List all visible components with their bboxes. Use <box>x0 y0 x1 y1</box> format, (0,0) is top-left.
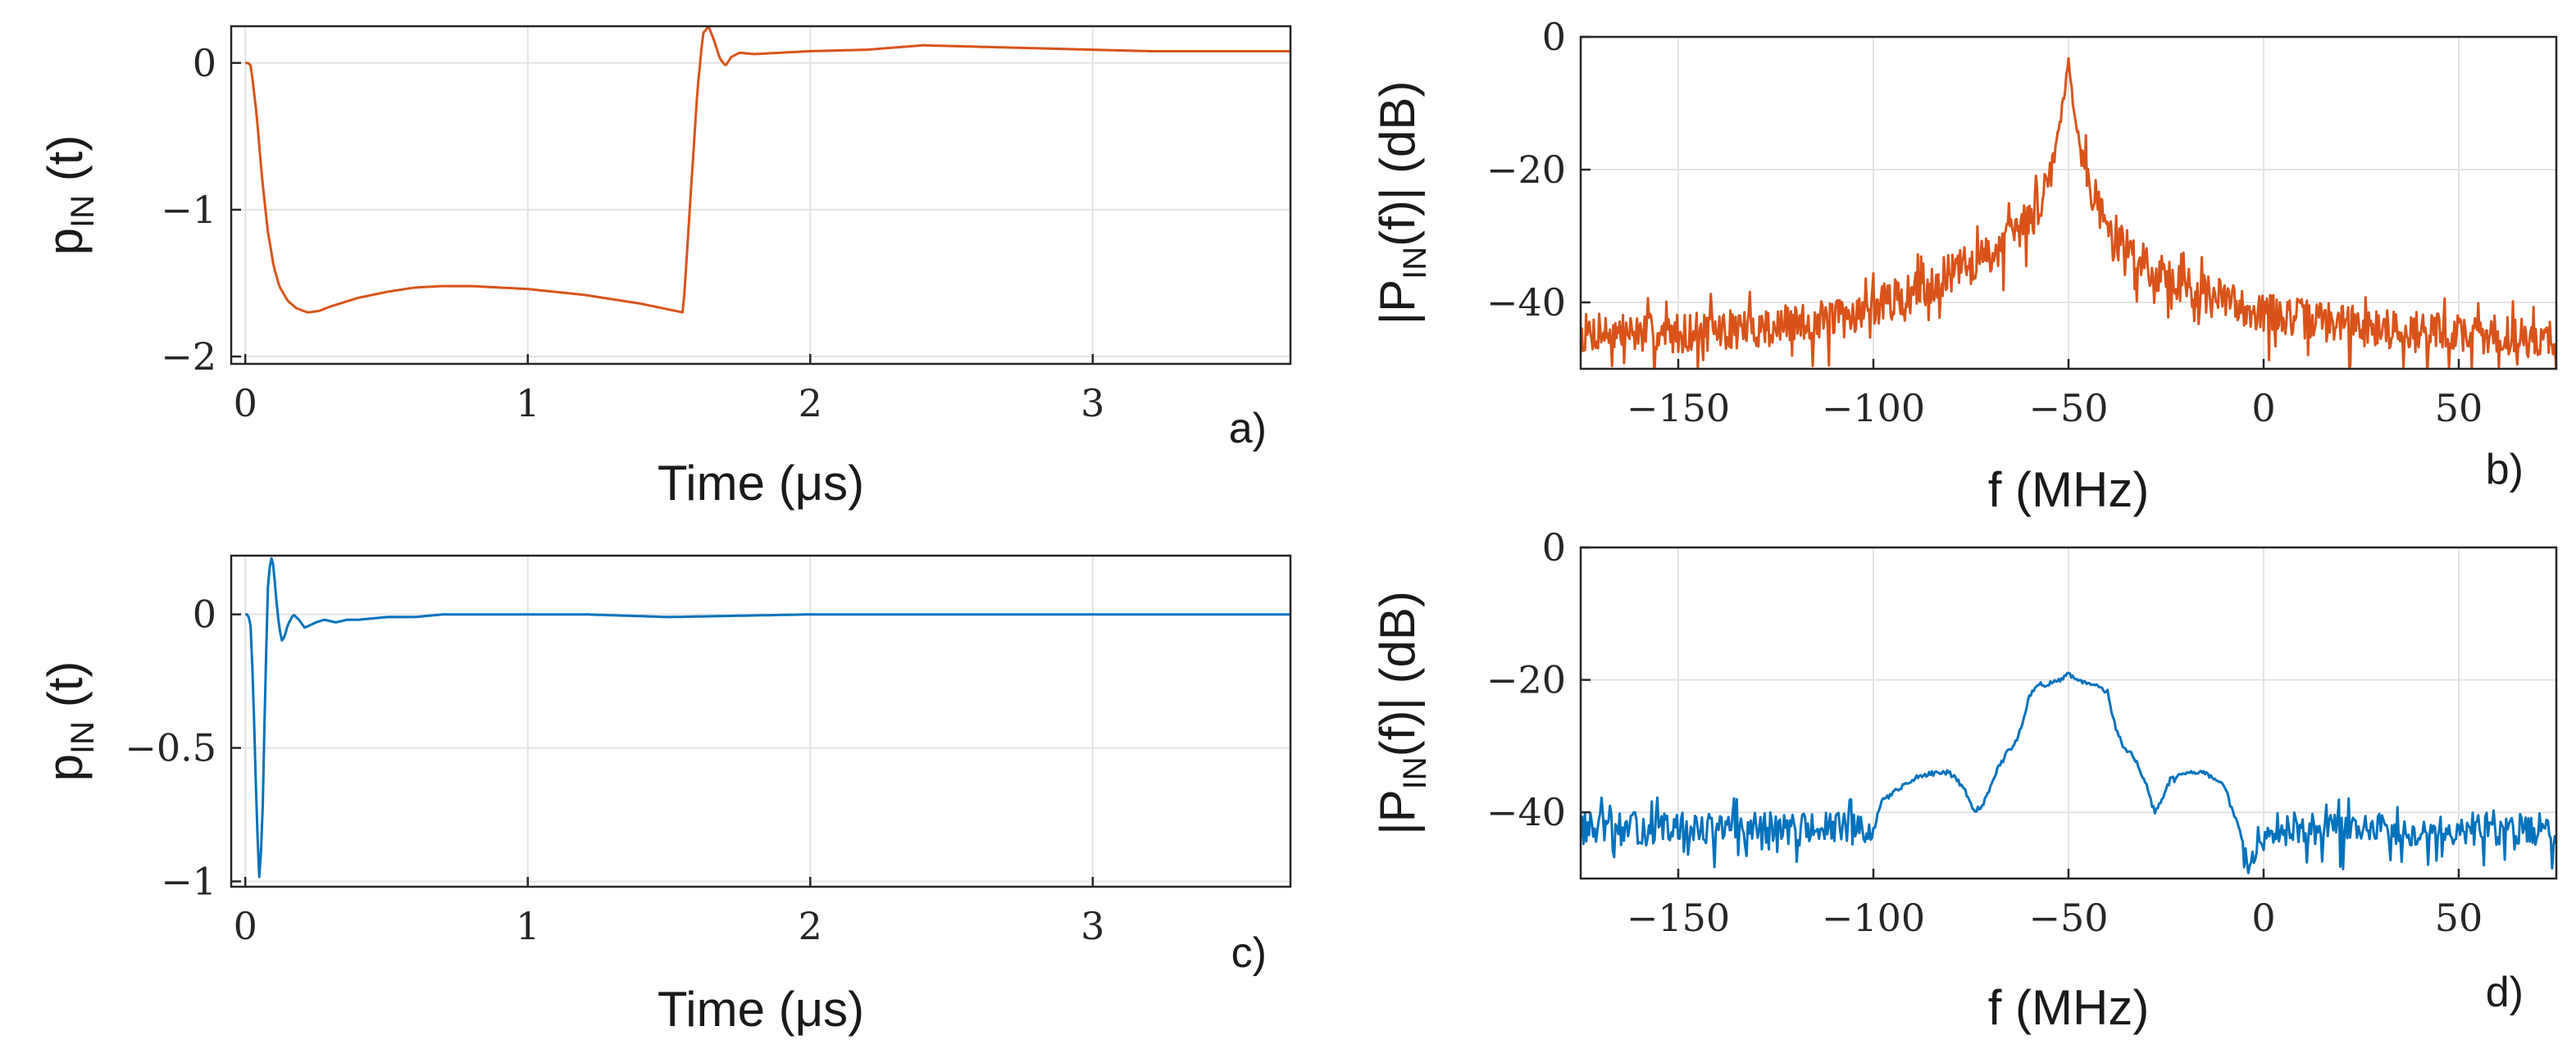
y-tick-label: 0 <box>193 593 216 637</box>
panel-label: b) <box>2486 446 2524 493</box>
x-tick-label: −100 <box>1822 386 1925 430</box>
y-tick-label: 0 <box>193 41 216 85</box>
panel-c: 0 1 2 3 0 −0.5 −1 Time (μs) pIN (t) c) <box>38 554 1292 1037</box>
x-tick-label: 1 <box>516 904 539 948</box>
x-axis-label: f (MHz) <box>1988 462 2150 517</box>
y-tick-label: −1 <box>161 188 216 232</box>
panel-b: −150 −100 −50 0 50 0 −20 −40 f (MHz) |PIN(f)| (dB… <box>1370 15 2558 517</box>
axes-box <box>230 25 1292 366</box>
x-tick-label: 50 <box>2435 386 2483 430</box>
panel-label: c) <box>1231 929 1267 977</box>
x-tick-label: 1 <box>516 381 539 425</box>
x-tick-label: −150 <box>1627 386 1730 430</box>
x-tick-label: 3 <box>1081 904 1104 948</box>
panel-d: −150 −100 −50 0 50 0 −20 −40 f (MHz) |PIN(f)| (dB… <box>1370 525 2558 1035</box>
y-tick-label: −40 <box>1486 790 1566 834</box>
x-tick-label: 0 <box>234 904 257 948</box>
series-line-d <box>1581 671 2556 874</box>
x-tick-label: 3 <box>1081 381 1104 425</box>
x-axis-label: f (MHz) <box>1988 980 2150 1035</box>
panel-label: d) <box>2486 969 2524 1016</box>
x-axis-label: Time (μs) <box>658 982 864 1037</box>
x-tick-label: 0 <box>2251 386 2275 430</box>
x-tick-label: −50 <box>2028 896 2108 940</box>
y-axis-label: |PIN(f)| (dB) <box>1370 591 1433 835</box>
x-tick-label: 0 <box>2251 896 2275 940</box>
x-axis-label: Time (μs) <box>658 456 864 511</box>
y-tick-label: −40 <box>1486 280 1566 325</box>
y-tick-label: −2 <box>161 334 216 379</box>
x-tick-label: −150 <box>1627 896 1730 940</box>
x-tick-label: 2 <box>799 904 822 948</box>
x-tick-label: 2 <box>799 381 822 425</box>
y-tick-label: −20 <box>1486 658 1566 702</box>
y-tick-label: 0 <box>1542 15 1566 59</box>
y-tick-label: −20 <box>1486 148 1566 192</box>
x-tick-label: 0 <box>234 381 257 425</box>
series-line-a <box>245 26 1290 314</box>
panel-a: 0 1 2 3 0 −1 −2 Time (μs) pIN (t) a) <box>38 25 1292 511</box>
series-line-b <box>1581 57 2556 369</box>
series-line-c <box>245 556 1290 879</box>
y-tick-label: −1 <box>161 859 216 903</box>
y-axis-label: pIN (t) <box>38 135 101 256</box>
x-tick-label: −50 <box>2028 386 2108 430</box>
y-tick-label: −0.5 <box>125 726 216 770</box>
y-axis-label: |PIN(f)| (dB) <box>1370 81 1433 325</box>
y-tick-label: 0 <box>1542 525 1566 570</box>
y-axis-label: pIN (t) <box>38 661 101 782</box>
axes-box <box>230 554 1292 888</box>
panel-label: a) <box>1229 405 1267 452</box>
x-tick-label: 50 <box>2435 896 2483 940</box>
x-tick-label: −100 <box>1822 896 1925 940</box>
